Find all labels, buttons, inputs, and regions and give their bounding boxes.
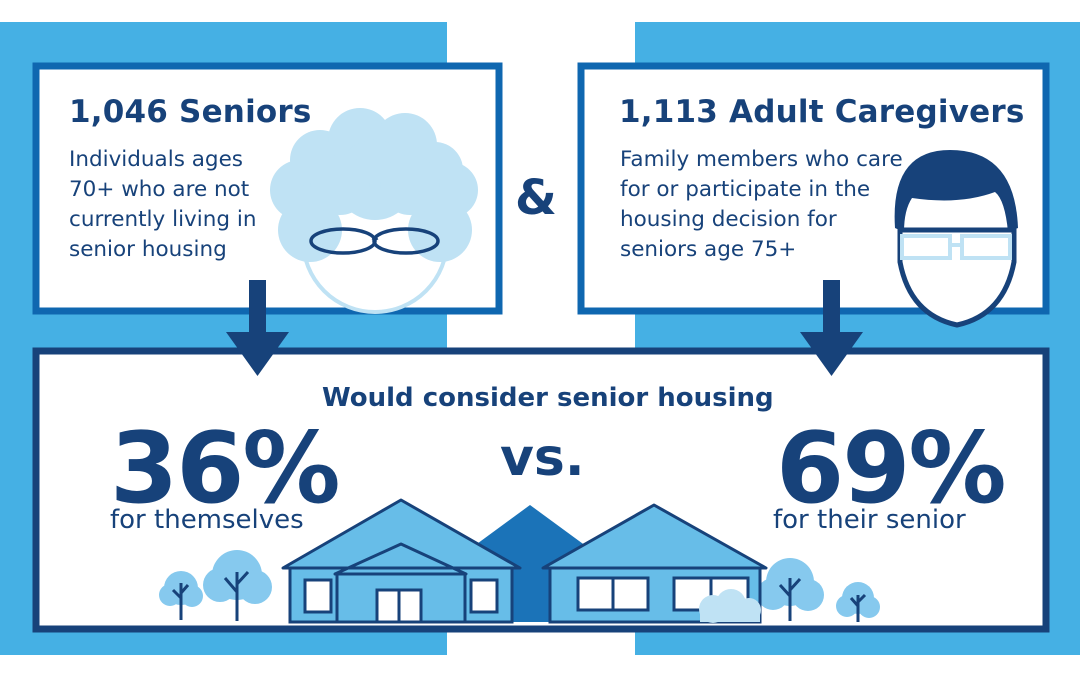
seniors-description-line: 70+ who are not [69, 177, 250, 202]
seniors-description-line: Individuals ages [69, 147, 243, 172]
tree-icon [203, 550, 272, 621]
caregiver-man-icon [894, 150, 1018, 328]
tree-icon [836, 582, 880, 622]
ampersand: & [515, 170, 557, 226]
caregivers-percent: 69% [776, 412, 1007, 526]
seniors-description-line: currently living in [69, 207, 257, 232]
tree-icon [159, 571, 203, 620]
tree-icon [757, 558, 824, 621]
down-arrow-icon [226, 280, 289, 376]
caregivers-title: 1,113 Adult Caregivers [619, 94, 1025, 130]
result-headline: Would consider senior housing [322, 383, 774, 413]
down-arrow-icon [800, 280, 863, 376]
seniors-description: Individuals ages 70+ who are not current… [69, 145, 256, 265]
caregivers-description-line: for or participate in the [620, 177, 871, 202]
senior-woman-icon [270, 108, 478, 314]
seniors-description-line: senior housing [69, 237, 227, 262]
caregivers-description-line: Family members who care [620, 147, 903, 172]
seniors-title: 1,046 Seniors [69, 94, 312, 130]
seniors-percent-label: for themselves [110, 505, 304, 535]
seniors-percent: 36% [110, 412, 341, 526]
versus-label: vs. [500, 428, 585, 488]
caregivers-description: Family members who care for or participa… [620, 145, 903, 265]
caregivers-description-line: housing decision for [620, 207, 837, 232]
caregivers-description-line: seniors age 75+ [620, 237, 797, 262]
bush-icon [699, 589, 761, 623]
caregivers-percent-label: for their senior [773, 505, 966, 535]
